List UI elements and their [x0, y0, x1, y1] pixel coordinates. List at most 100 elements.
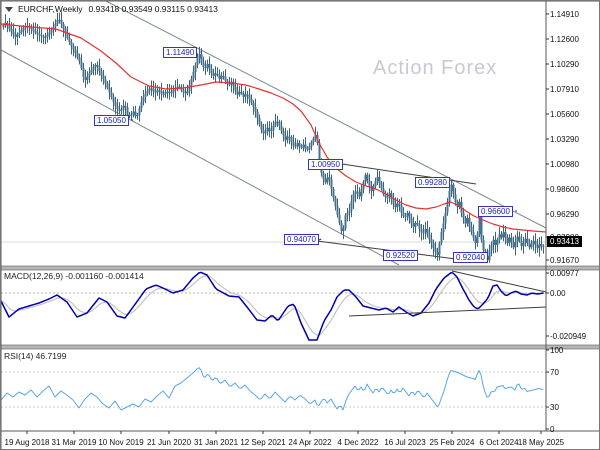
- candle-body: [516, 236, 519, 242]
- candle-body: [450, 184, 453, 191]
- candle-body: [80, 61, 83, 69]
- candle-body: [468, 218, 471, 227]
- rsi-axis-label: 70: [550, 368, 559, 377]
- candle-body: [402, 212, 405, 217]
- candle-body: [448, 191, 451, 202]
- candle-body: [60, 19, 63, 24]
- rsi-label: RSI(14) 46.7199: [4, 351, 67, 361]
- candle-body: [426, 228, 429, 235]
- candle-body: [312, 138, 315, 143]
- candle-body: [186, 91, 189, 94]
- candle-body: [338, 214, 341, 223]
- candles-layer[interactable]: [2, 11, 545, 263]
- candle-body: [102, 75, 105, 80]
- candle-body: [194, 65, 197, 72]
- candle-body: [242, 92, 245, 97]
- candle-body: [184, 91, 187, 94]
- candle-body: [488, 250, 491, 261]
- macd-line: [1, 271, 544, 341]
- candle-body: [114, 101, 117, 107]
- candle-body: [178, 86, 181, 88]
- candle-body: [504, 232, 507, 238]
- candle-body: [384, 194, 387, 198]
- candle-body: [212, 72, 215, 76]
- candle-body: [262, 129, 265, 134]
- candle-body: [528, 243, 531, 248]
- candle-body: [152, 88, 155, 92]
- x-axis-label: 31 Jan 2021: [193, 438, 239, 447]
- candle-body: [54, 23, 57, 27]
- candle-body: [306, 148, 309, 150]
- candle-body: [422, 232, 425, 234]
- macd-lower: [348, 306, 547, 317]
- candle-body: [130, 114, 133, 116]
- candle-body: [70, 42, 73, 47]
- candle-body: [18, 32, 21, 35]
- candle-body: [440, 232, 443, 243]
- candle-body: [352, 194, 355, 202]
- price-axis-label: 1.00980: [550, 160, 579, 169]
- candle-body: [82, 68, 85, 78]
- candle-body: [254, 106, 257, 112]
- price-annotation-tag: 0.96600: [478, 206, 513, 217]
- candle-body: [294, 145, 297, 147]
- candle-body: [202, 62, 205, 68]
- candle-body: [90, 69, 93, 73]
- candle-body: [434, 248, 437, 252]
- candle-body: [164, 92, 167, 95]
- candle-body: [446, 201, 449, 213]
- candle-body: [406, 212, 409, 217]
- candle-body: [530, 244, 533, 248]
- candle-body: [104, 79, 107, 84]
- candle-body: [136, 115, 139, 117]
- candle-body: [532, 240, 535, 244]
- candle-body: [502, 232, 505, 238]
- candle-body: [246, 94, 249, 96]
- candle-body: [290, 137, 293, 142]
- candle-body: [470, 226, 473, 233]
- candle-body: [62, 24, 65, 29]
- candle-body: [388, 193, 391, 197]
- macd-label: MACD(12,26,9) -0.001160 -0.001414: [4, 271, 144, 281]
- chart-dropdown-icon[interactable]: [5, 7, 13, 13]
- candle-body: [216, 73, 219, 75]
- candle-body: [304, 144, 307, 149]
- candle-body: [538, 244, 541, 249]
- candle-body: [398, 203, 401, 206]
- candle-body: [276, 121, 279, 123]
- candle-body: [190, 78, 193, 86]
- candle-body: [196, 58, 199, 65]
- candle-body: [214, 73, 217, 76]
- price-axis-label: 0.91670: [550, 256, 579, 265]
- candle-body: [288, 136, 291, 138]
- candle-body: [182, 89, 185, 92]
- candle-body: [106, 83, 109, 88]
- x-axis-label: 19 Aug 2018: [4, 438, 50, 447]
- candle-body: [324, 178, 327, 183]
- candle-body: [108, 87, 111, 93]
- x-axis-label: 31 Mar 2019: [51, 438, 97, 447]
- symbol-timeframe: EURCHF,Weekly: [18, 4, 83, 14]
- candle-body: [250, 99, 253, 103]
- candle-body: [340, 222, 343, 232]
- candle-body: [380, 182, 383, 189]
- candle-body: [126, 107, 129, 115]
- candle-body: [16, 34, 19, 37]
- candle-body: [74, 49, 77, 54]
- candle-body: [76, 53, 79, 58]
- price-tag-tail: [318, 238, 322, 241]
- candle-body: [432, 243, 435, 248]
- candle-body: [160, 90, 163, 94]
- candle-body: [342, 228, 345, 231]
- x-axis-label: 18 May 2025: [517, 438, 565, 447]
- candle-body: [232, 81, 235, 87]
- x-axis-label: 16 Jul 2023: [384, 438, 426, 447]
- candle-body: [110, 92, 113, 98]
- candle-body: [496, 239, 499, 246]
- candle-body: [366, 174, 369, 181]
- candle-body: [188, 85, 191, 92]
- candle-body: [252, 102, 255, 107]
- candle-body: [526, 238, 529, 243]
